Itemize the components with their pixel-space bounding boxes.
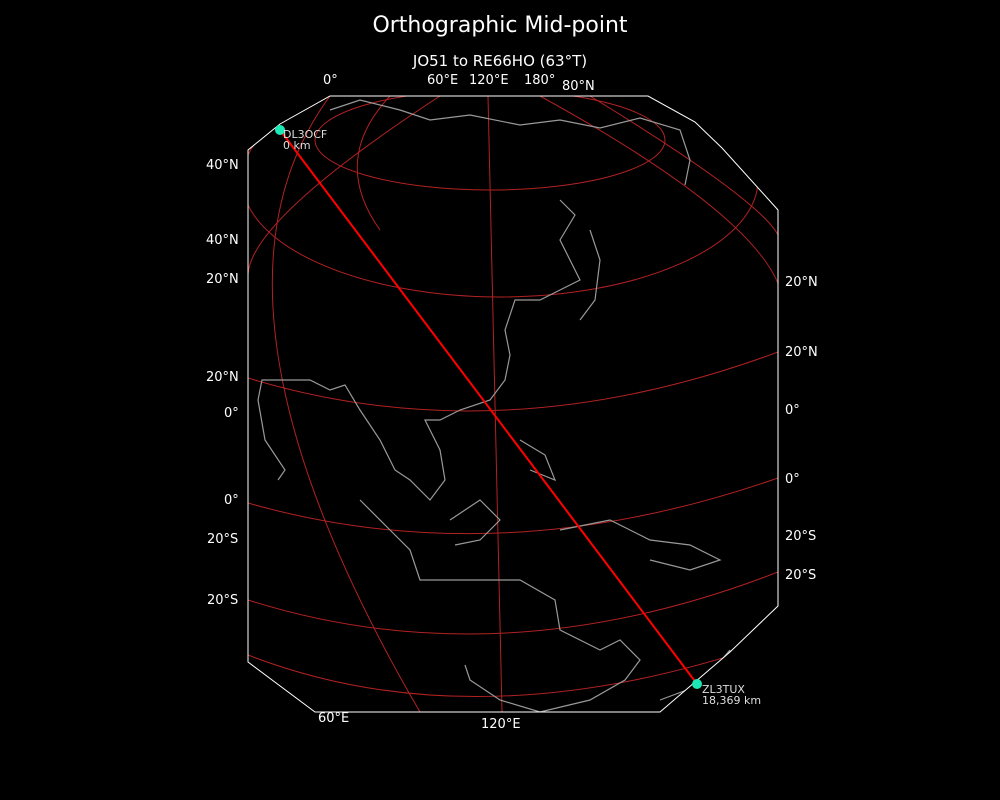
lon-label: 180° bbox=[524, 73, 556, 88]
lat-label: 20°S bbox=[207, 593, 239, 608]
lat-label: 40°N bbox=[206, 158, 239, 173]
parallel-0 bbox=[248, 477, 778, 535]
lat-label: 40°N bbox=[206, 233, 239, 248]
meridian-180 bbox=[539, 96, 778, 331]
lat-label: 0° bbox=[785, 472, 800, 487]
figure-subtitle: JO51 to RE66HO (63°T) bbox=[412, 52, 588, 70]
lat-label: 20°S bbox=[785, 568, 817, 583]
lon-label: 0° bbox=[323, 73, 338, 88]
great-circle-path bbox=[279, 129, 698, 685]
station-call: ZL3TUX bbox=[702, 683, 745, 696]
meridian-b bbox=[248, 96, 441, 276]
meridian-c bbox=[589, 96, 778, 236]
parallel-20n bbox=[248, 351, 778, 412]
lon-label: 120°E bbox=[469, 73, 509, 88]
lat-label: 20°N bbox=[206, 272, 239, 287]
station-distance: 0 km bbox=[283, 139, 311, 152]
lat-label: 0° bbox=[224, 493, 239, 508]
station-end-label: ZL3TUX 18,369 km bbox=[702, 684, 761, 706]
station-distance: 18,369 km bbox=[702, 694, 762, 707]
coastlines bbox=[257, 99, 731, 712]
station-start-label: DL3OCF 0 km bbox=[283, 129, 327, 151]
lat-label: 20°N bbox=[785, 275, 818, 290]
meridian-a bbox=[356, 96, 391, 231]
lat-label: 20°S bbox=[785, 529, 817, 544]
meridian-120e bbox=[487, 96, 503, 712]
lon-label: 60°E bbox=[427, 73, 459, 88]
lat-label: 0° bbox=[224, 406, 239, 421]
lat-label: 80°N bbox=[562, 79, 595, 94]
graticule bbox=[248, 96, 778, 712]
parallel-40s bbox=[248, 639, 778, 698]
lon-label: 120°E bbox=[481, 717, 521, 732]
station-marker-end bbox=[692, 679, 702, 689]
lat-label: 0° bbox=[785, 403, 800, 418]
parallel-40n bbox=[248, 96, 759, 298]
lon-label: 60°E bbox=[318, 711, 350, 726]
figure-title: Orthographic Mid-point bbox=[372, 13, 628, 38]
map-frame bbox=[247, 95, 779, 713]
lat-label: 20°N bbox=[785, 345, 818, 360]
parallel-20s bbox=[248, 571, 778, 635]
lat-label: 20°N bbox=[206, 370, 239, 385]
station-call: DL3OCF bbox=[283, 128, 328, 141]
meridian-60e bbox=[271, 96, 421, 712]
station-marker-start bbox=[275, 125, 285, 135]
lat-label: 20°S bbox=[207, 532, 239, 547]
